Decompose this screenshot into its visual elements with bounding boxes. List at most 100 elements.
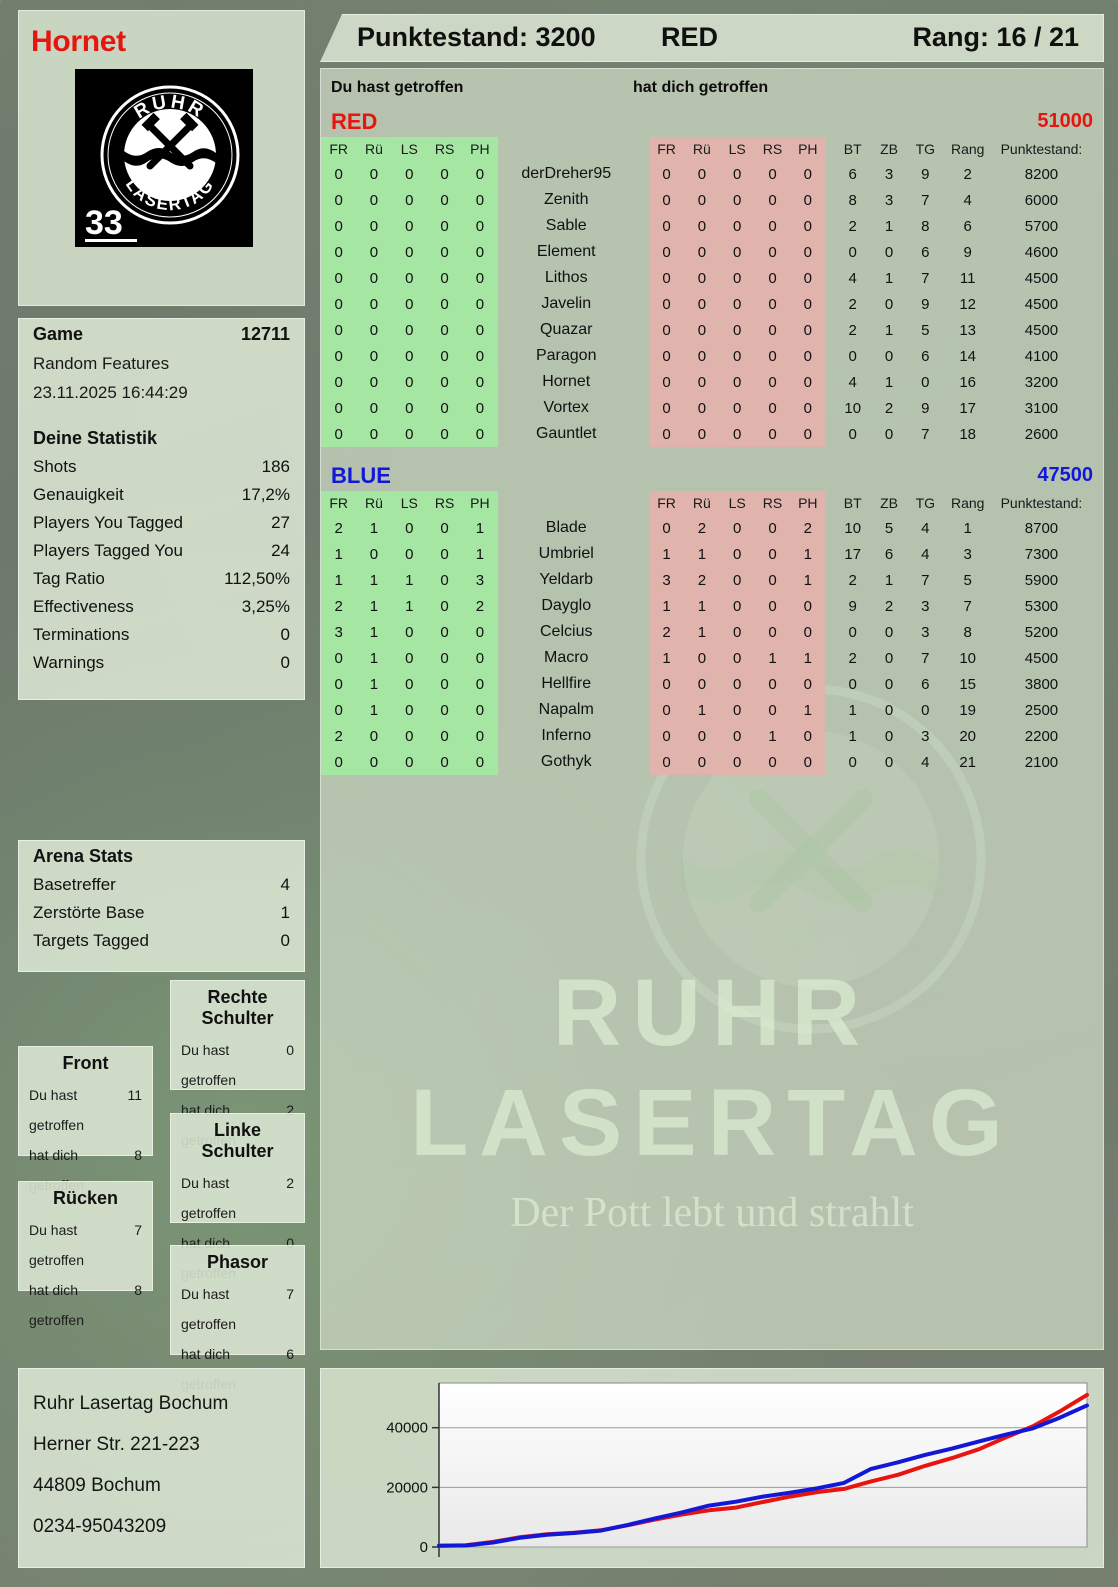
- col-header-taken-FR: FR: [649, 137, 684, 161]
- cell-hit-FR: 0: [321, 369, 356, 395]
- cell-rang: 21: [943, 749, 991, 775]
- col-header-hit-FR: FR: [321, 491, 356, 515]
- cell-hit-FR: 0: [321, 291, 356, 317]
- table-header-row: FRRüLSRSPHFRRüLSRSPHBTZBTGRangPunktestan…: [321, 491, 1104, 515]
- cell-bt: 2: [835, 645, 871, 671]
- zone-taken-label: hat dich getroffen: [29, 1275, 134, 1335]
- cell-hit-LS: 0: [392, 395, 427, 421]
- cell-zb: 0: [871, 723, 907, 749]
- cell-zb: 1: [871, 369, 907, 395]
- cell-taken-LS: 0: [720, 239, 755, 265]
- cell-tg: 6: [907, 239, 943, 265]
- cell-taken-PH: 2: [790, 515, 825, 541]
- table-row[interactable]: 00000Sable0000021865700: [321, 213, 1104, 239]
- cell-taken-PH: 0: [790, 265, 825, 291]
- table-row[interactable]: 01000Macro10011207104500: [321, 645, 1104, 671]
- cell-taken-FR: 0: [649, 671, 684, 697]
- cell-taken-RS: 1: [755, 723, 790, 749]
- table-row[interactable]: 21001Blade02002105418700: [321, 515, 1104, 541]
- team-name: BLUE: [331, 463, 391, 489]
- cell-spacer: [825, 749, 834, 775]
- table-row[interactable]: 00000Vortex000001029173100: [321, 395, 1104, 421]
- cell-taken-LS: 0: [720, 515, 755, 541]
- cell-hit-PH: 0: [462, 749, 497, 775]
- cell-taken-RS: 0: [755, 395, 790, 421]
- cell-player-name: Umbriel: [498, 541, 649, 567]
- cell-taken-LS: 0: [720, 369, 755, 395]
- cell-hit-RS: 0: [427, 239, 462, 265]
- cell-taken-Rü: 0: [684, 421, 719, 447]
- cell-points: 3100: [992, 395, 1104, 421]
- cell-taken-Rü: 2: [684, 567, 719, 593]
- cell-hit-PH: 0: [462, 291, 497, 317]
- table-row[interactable]: 01000Napalm01001100192500: [321, 697, 1104, 723]
- cell-hit-RS: 0: [427, 161, 462, 187]
- cell-player-name: Element: [498, 239, 649, 265]
- cell-taken-RS: 0: [755, 515, 790, 541]
- cell-tg: 3: [907, 593, 943, 619]
- arena-stat-row: Zerstörte Base1: [19, 899, 304, 927]
- team-total-score: 51000: [1037, 110, 1093, 133]
- table-row[interactable]: 00000Lithos00000417114500: [321, 265, 1104, 291]
- cell-hit-LS: 0: [392, 697, 427, 723]
- cell-hit-LS: 0: [392, 343, 427, 369]
- cell-taken-FR: 0: [649, 317, 684, 343]
- cell-tg: 3: [907, 723, 943, 749]
- cell-hit-RS: 0: [427, 343, 462, 369]
- cell-tg: 5: [907, 317, 943, 343]
- cell-hit-FR: 1: [321, 567, 356, 593]
- table-row[interactable]: 00000Hornet00000410163200: [321, 369, 1104, 395]
- cell-taken-FR: 1: [649, 645, 684, 671]
- table-row[interactable]: 01000Hellfire00000006153800: [321, 671, 1104, 697]
- arena-stat-row: Targets Tagged0: [19, 927, 304, 955]
- table-row[interactable]: 00000Javelin00000209124500: [321, 291, 1104, 317]
- table-row[interactable]: 00000Quazar00000215134500: [321, 317, 1104, 343]
- table-row[interactable]: 00000Gothyk00000004212100: [321, 749, 1104, 775]
- cell-hit-PH: 0: [462, 671, 497, 697]
- cell-hit-RS: 0: [427, 749, 462, 775]
- cell-hit-Rü: 0: [356, 343, 391, 369]
- cell-taken-PH: 1: [790, 541, 825, 567]
- cell-rang: 9: [943, 239, 991, 265]
- cell-player-name: derDreher95: [498, 161, 649, 187]
- table-row[interactable]: 00000Gauntlet00000007182600: [321, 421, 1104, 447]
- cell-hit-LS: 0: [392, 515, 427, 541]
- cell-tg: 9: [907, 161, 943, 187]
- cell-rang: 14: [943, 343, 991, 369]
- cell-hit-FR: 0: [321, 265, 356, 291]
- table-row[interactable]: 11103Yeldarb3200121755900: [321, 567, 1104, 593]
- arena-stats-panel: Arena Stats Basetreffer4Zerstörte Base1T…: [18, 840, 305, 972]
- col-spacer: [825, 491, 834, 515]
- arena-stat-label: Targets Tagged: [33, 927, 149, 955]
- table-row[interactable]: 31000Celcius2100000385200: [321, 619, 1104, 645]
- table-row[interactable]: 00000derDreher950000063928200: [321, 161, 1104, 187]
- cell-bt: 0: [835, 749, 871, 775]
- table-row[interactable]: 00000Paragon00000006144100: [321, 343, 1104, 369]
- cell-player-name: Paragon: [498, 343, 649, 369]
- cell-player-name: Napalm: [498, 697, 649, 723]
- cell-zb: 0: [871, 671, 907, 697]
- cell-hit-LS: 0: [392, 619, 427, 645]
- arena-stat-value: 4: [281, 871, 290, 899]
- cell-bt: 4: [835, 369, 871, 395]
- table-row[interactable]: 00000Element0000000694600: [321, 239, 1104, 265]
- cell-spacer: [825, 291, 834, 317]
- cell-player-name: Vortex: [498, 395, 649, 421]
- cell-points: 4500: [992, 317, 1104, 343]
- cell-hit-Rü: 1: [356, 697, 391, 723]
- col-header-zb: ZB: [871, 491, 907, 515]
- table-row[interactable]: 10001Umbriel11001176437300: [321, 541, 1104, 567]
- table-row[interactable]: 20000Inferno00010103202200: [321, 723, 1104, 749]
- table-row[interactable]: 00000Zenith0000083746000: [321, 187, 1104, 213]
- cell-taken-PH: 0: [790, 395, 825, 421]
- cell-hit-Rü: 0: [356, 395, 391, 421]
- cell-hit-Rü: 0: [356, 369, 391, 395]
- player-stat-value: 0: [281, 621, 290, 649]
- cell-hit-FR: 0: [321, 645, 356, 671]
- scoreboard-panel: RUHR LASERTAG Der Pott lebt und strahlt …: [320, 68, 1104, 1350]
- cell-taken-Rü: 0: [684, 317, 719, 343]
- cell-taken-RS: 0: [755, 593, 790, 619]
- table-row[interactable]: 21102Dayglo1100092375300: [321, 593, 1104, 619]
- cell-taken-LS: 0: [720, 697, 755, 723]
- cell-hit-FR: 0: [321, 697, 356, 723]
